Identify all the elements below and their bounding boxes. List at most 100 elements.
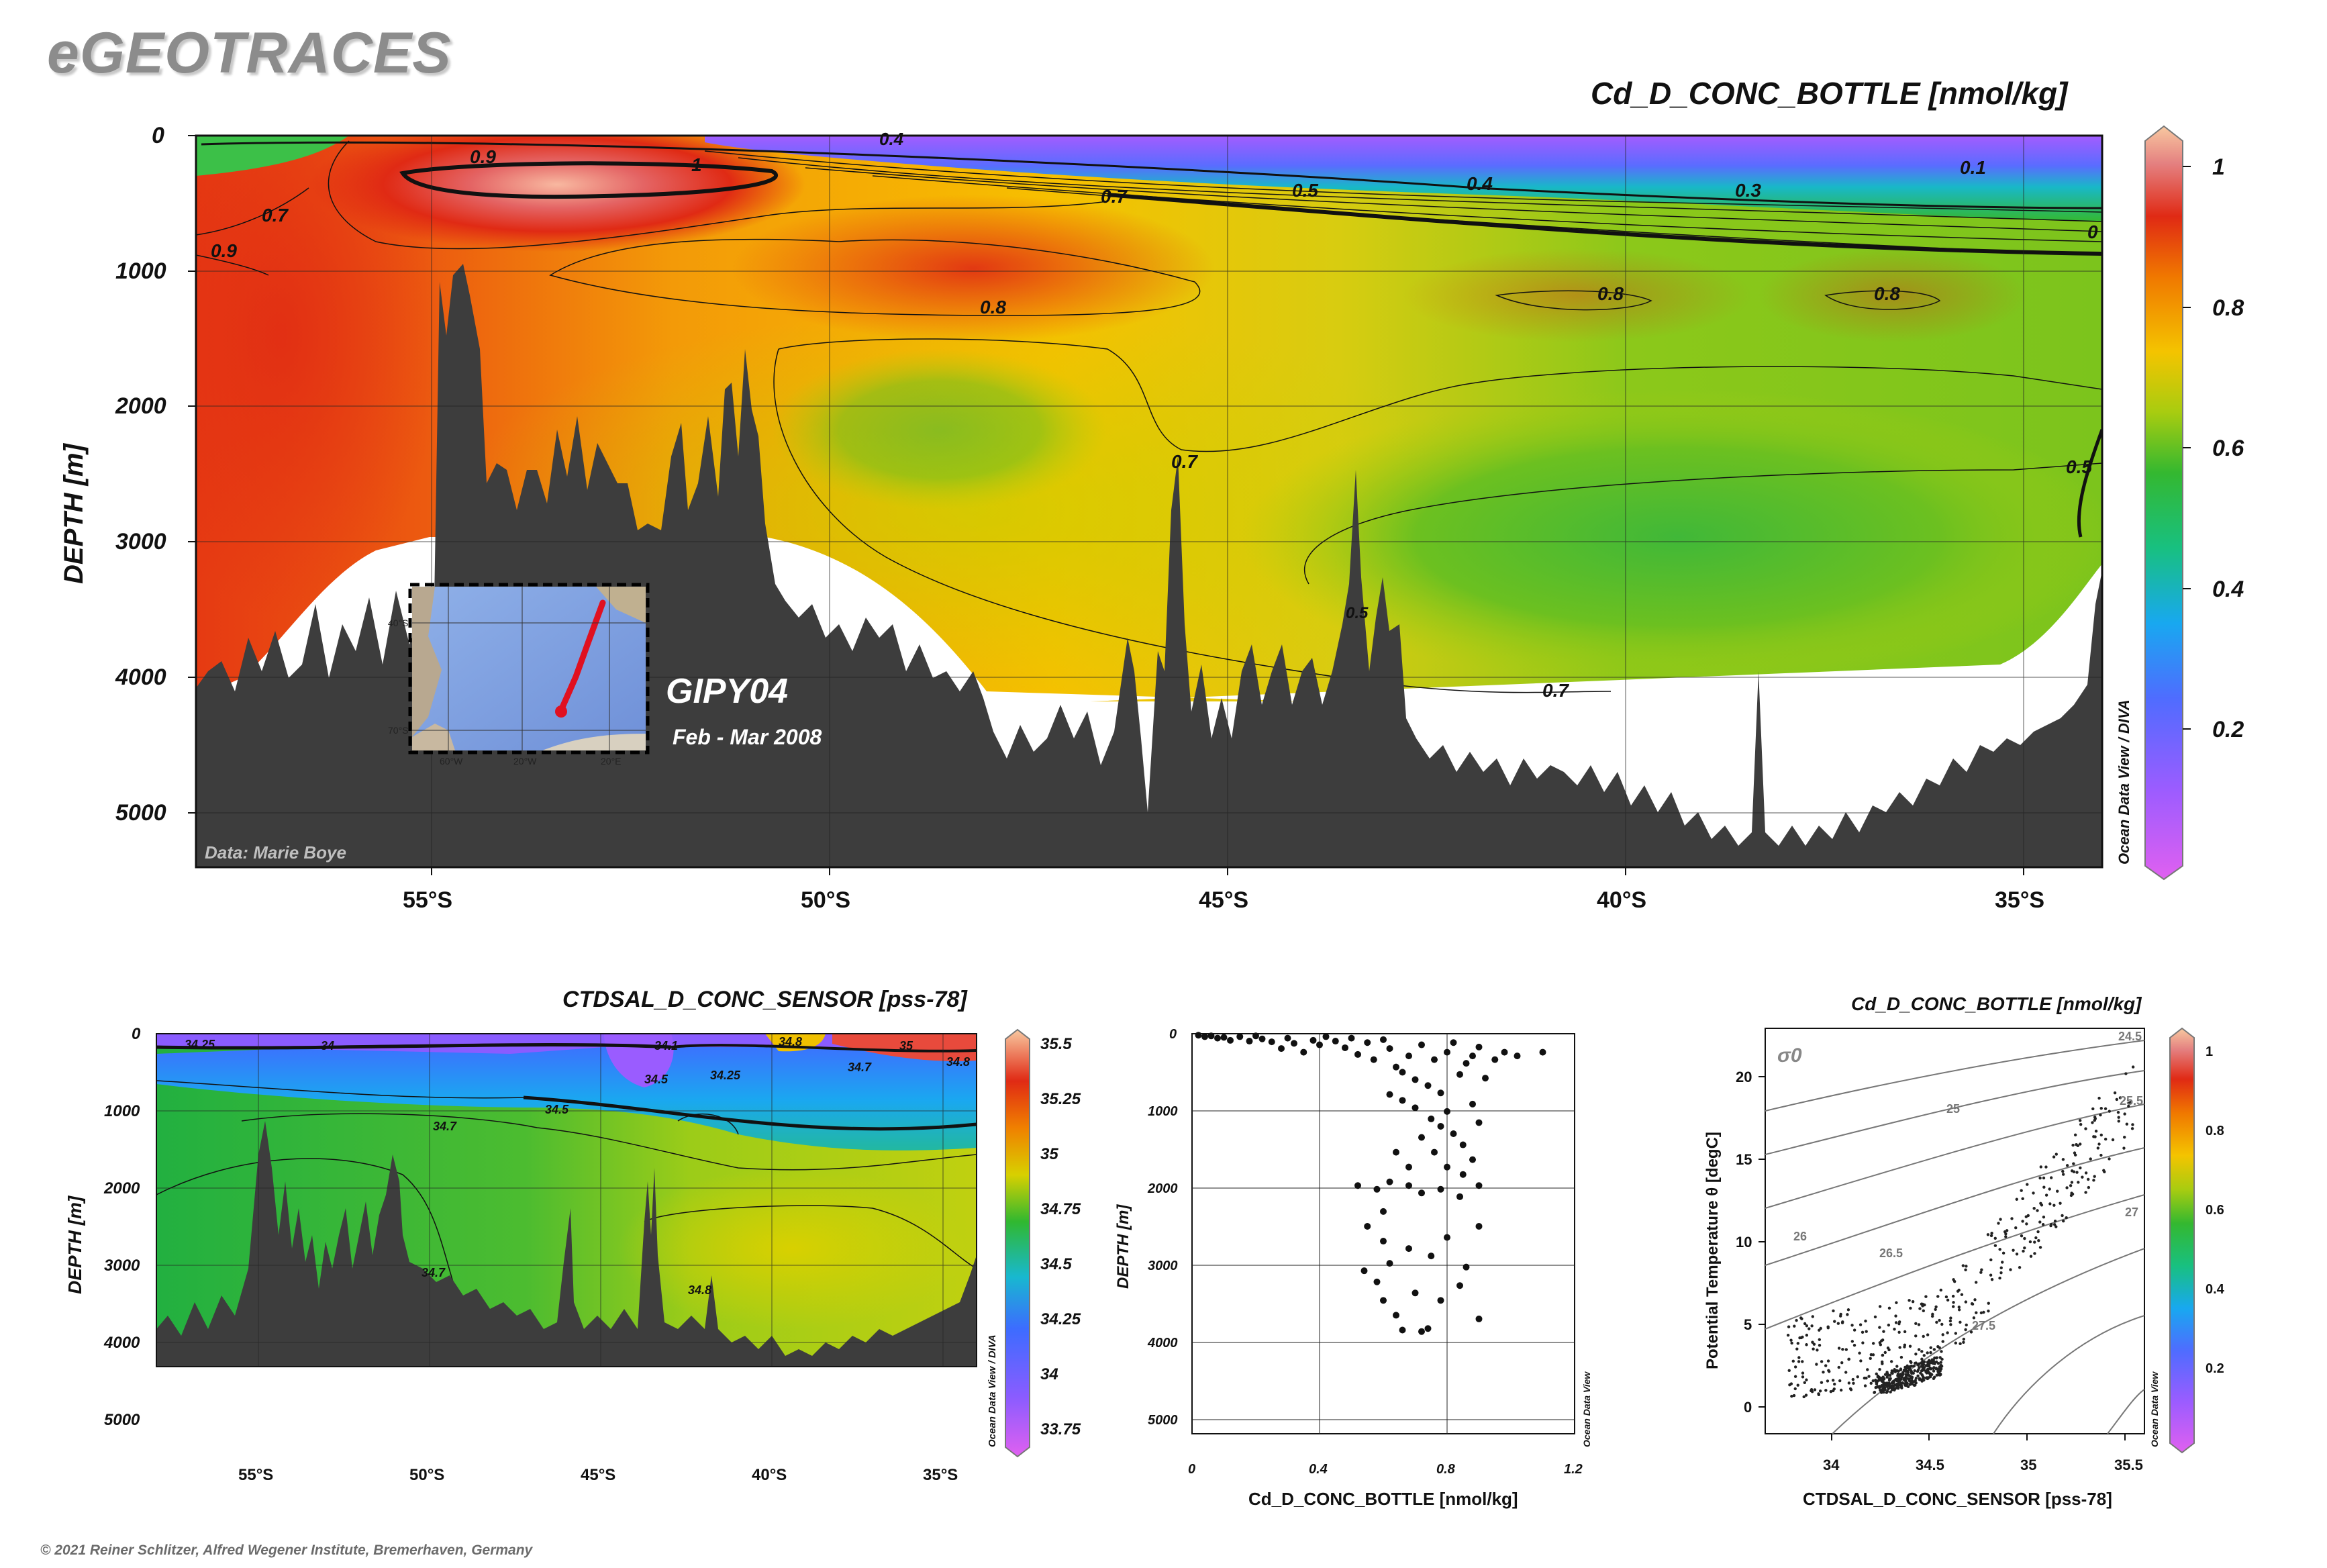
ts-point [1875, 1372, 1878, 1376]
ts-point [1820, 1360, 1824, 1363]
ts-point [2131, 1065, 2135, 1069]
ts-point [1908, 1365, 1912, 1369]
scatter-point [1428, 1253, 1435, 1260]
ts-point [1797, 1360, 1801, 1363]
scatter-point [1444, 1048, 1450, 1056]
ts-point [1993, 1236, 1997, 1240]
ts-point [2032, 1191, 2035, 1195]
ts-point [1954, 1332, 1958, 1335]
ts-point [2054, 1225, 2058, 1228]
ts-point [2041, 1223, 2045, 1226]
scatter-point [1431, 1056, 1438, 1063]
ts-point [1922, 1334, 1925, 1338]
scatter-point [1399, 1097, 1406, 1104]
scatter-point [1412, 1104, 1419, 1112]
ts-point [2073, 1133, 2077, 1136]
ts-point [1890, 1388, 1894, 1391]
scatter-point [1469, 1156, 1476, 1163]
ts-point [1889, 1377, 1892, 1381]
ts-point [2084, 1127, 2087, 1130]
ts-point [1841, 1320, 1844, 1324]
colorbar-tick: 35.5 [1040, 1035, 1072, 1053]
ts-point [1913, 1369, 1916, 1373]
main-ytick: 4000 [115, 665, 166, 690]
ts-point [1949, 1323, 1952, 1326]
ts-point [1805, 1324, 1809, 1328]
inset-lon-label: 20°W [513, 756, 537, 767]
ts-point [1928, 1363, 1931, 1367]
cruise-inset-map [408, 583, 650, 754]
salinity-ytick: 3000 [104, 1257, 140, 1275]
ts-point [1822, 1371, 1825, 1374]
scatter-point [1373, 1185, 1381, 1193]
ts-point [1908, 1344, 1912, 1348]
ts-xtick: 34.5 [1916, 1457, 1944, 1473]
main-xtick: 45°S [1199, 887, 1249, 913]
ts-point [2086, 1177, 2090, 1181]
scatter-point [1539, 1048, 1546, 1056]
contour-label: 0.7 [1542, 680, 1569, 701]
ts-point [2065, 1164, 2069, 1167]
scatter-point [1360, 1267, 1368, 1275]
ts-colorbar [2169, 1027, 2195, 1454]
ts-point [2053, 1220, 2057, 1223]
ts-ytick: 15 [1736, 1151, 1752, 1168]
ts-point [2125, 1122, 2129, 1126]
ts-point [1952, 1278, 1955, 1281]
ts-point [1864, 1319, 1867, 1323]
ts-point [1908, 1299, 1911, 1302]
ts-point [2024, 1215, 2028, 1218]
ts-point [1812, 1342, 1816, 1346]
ts-point [1926, 1351, 1929, 1355]
scatter-point [1405, 1182, 1412, 1189]
ts-point [2001, 1251, 2006, 1255]
ts-point [1802, 1395, 1805, 1399]
ts-point [1941, 1340, 1944, 1343]
scatter-point [1444, 1108, 1450, 1115]
ts-point [2018, 1266, 2022, 1269]
ts-point [1837, 1365, 1840, 1369]
ts-point [1892, 1381, 1895, 1385]
ts-point [1914, 1322, 1918, 1326]
ts-point [1905, 1364, 1909, 1368]
ts-point [1810, 1324, 1814, 1328]
scatter-point [1399, 1069, 1406, 1076]
ts-point [1914, 1383, 1917, 1387]
ts-point [1940, 1322, 1944, 1326]
scatter-point [1278, 1045, 1285, 1052]
salinity-xtick: 40°S [752, 1466, 787, 1484]
ts-point [1795, 1347, 1799, 1351]
ts-point [1882, 1381, 1885, 1385]
ts-point [2054, 1153, 2058, 1156]
scatter-point [1342, 1044, 1348, 1051]
scatter-point [1380, 1297, 1387, 1304]
ts-point [1887, 1323, 1891, 1327]
scatter-xtick: 0.4 [1309, 1462, 1328, 1477]
ts-point [1847, 1381, 1851, 1385]
ts-point [1895, 1365, 1899, 1368]
ts-point [1869, 1353, 1873, 1357]
ts-point [1949, 1316, 1952, 1320]
scatter-point [1418, 1041, 1425, 1048]
ts-point [1827, 1369, 1830, 1372]
ts-point [1925, 1371, 1928, 1375]
scatter-point [1380, 1238, 1387, 1245]
contour-label: 0.1 [1960, 157, 1986, 178]
ts-point [1880, 1383, 1884, 1387]
scatter-point [1332, 1038, 1339, 1045]
ts-point [1910, 1382, 1914, 1386]
scatter-point [1386, 1091, 1393, 1098]
inset-lon-label: 60°W [440, 756, 463, 767]
ts-point [1932, 1348, 1936, 1351]
ts-point [2042, 1185, 2046, 1189]
ts-point [1852, 1381, 1855, 1385]
sigma-label: σ0 [1777, 1044, 1802, 1067]
salinity-xtick: 45°S [581, 1466, 616, 1484]
contour-label: 0.4 [1467, 173, 1493, 194]
ts-point [1918, 1307, 1922, 1310]
ts-point [1833, 1382, 1836, 1386]
scatter-xtick: 0 [1188, 1462, 1196, 1477]
scatter-point [1386, 1260, 1393, 1267]
ts-point [1911, 1300, 1915, 1304]
ts-point [2087, 1185, 2091, 1189]
